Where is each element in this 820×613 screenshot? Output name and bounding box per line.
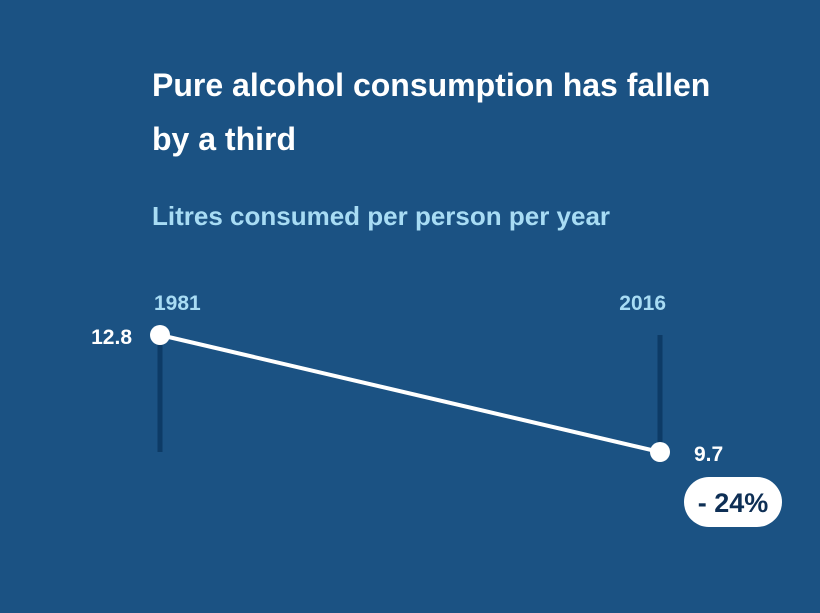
annotations-group: - 24%	[684, 477, 782, 527]
x-tick-label-2016: 2016	[619, 292, 666, 315]
change-badge	[684, 477, 782, 527]
change-badge-label: - 24%	[698, 488, 769, 518]
data-point-1981	[150, 325, 170, 345]
labels-group: 1981 2016 12.8 9.7	[91, 292, 723, 466]
points-group	[150, 325, 670, 462]
x-tick-label-1981: 1981	[154, 292, 201, 315]
lines-group	[158, 333, 662, 454]
stems-group	[157, 335, 663, 452]
chart-title: Pure alcohol consumption has fallen by a…	[152, 67, 711, 157]
data-label-1981: 12.8	[91, 326, 132, 349]
chart-subtitle: Litres consumed per person per year	[152, 201, 611, 231]
data-point-2016	[650, 442, 670, 462]
data-label-2016: 9.7	[694, 443, 723, 466]
series-line	[158, 333, 662, 454]
